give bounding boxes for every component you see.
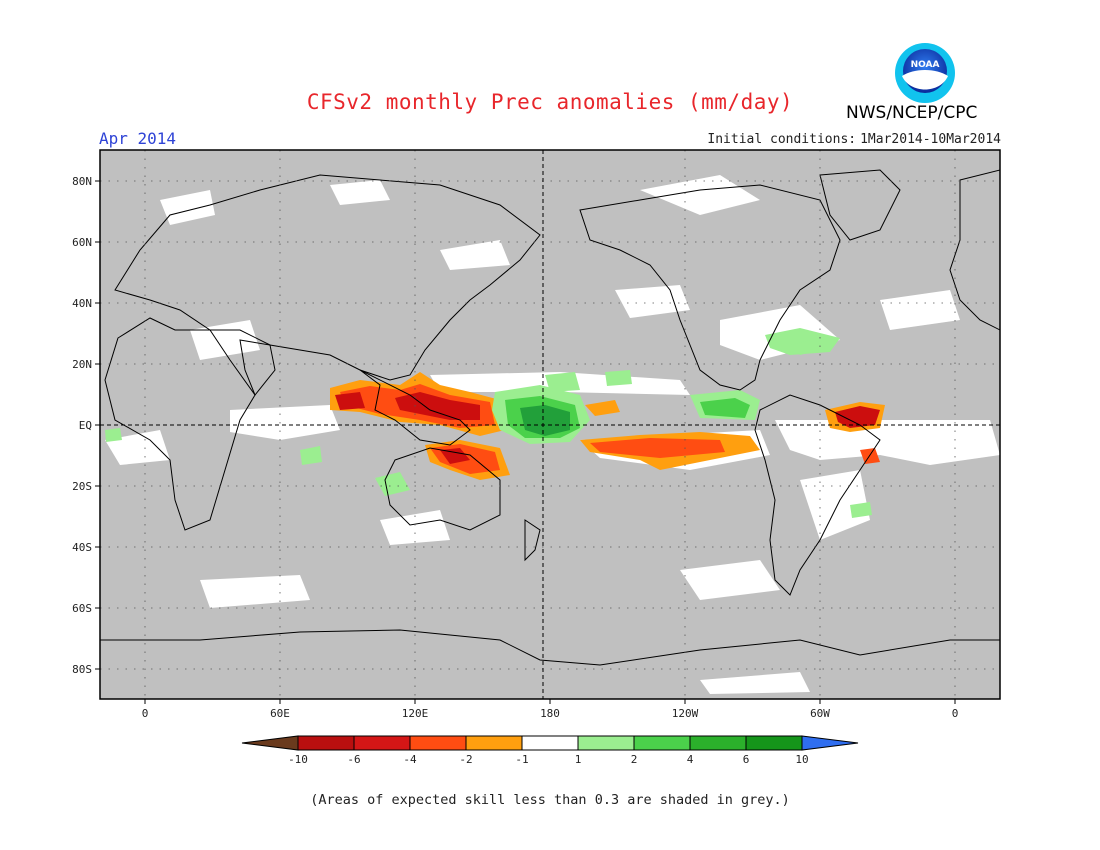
- colorbar-label: 4: [687, 753, 694, 766]
- lat-tick-label: 40N: [72, 297, 92, 310]
- lon-tick-label: 0: [952, 707, 959, 720]
- lat-tick-label: 80N: [72, 175, 92, 188]
- skill-footnote: (Areas of expected skill less than 0.3 a…: [310, 792, 790, 808]
- lat-tick-label: 60N: [72, 236, 92, 249]
- lat-tick-label: 20S: [72, 480, 92, 493]
- antarctica-coast: [100, 629, 1000, 666]
- south-pacific-white: [680, 560, 780, 600]
- colorbar-swatch: [745, 735, 803, 751]
- chart-title: CFSv2 monthly Prec anomalies (mm/day): [306, 90, 794, 114]
- colorbar-swatch: [297, 735, 355, 751]
- agency-label: NWS/NCEP/CPC: [846, 103, 978, 123]
- lon-tick-label: 0: [142, 707, 149, 720]
- colorbar-swatch: [409, 735, 467, 751]
- lon-tick-label: 60W: [810, 707, 830, 720]
- europe-west-coast: [949, 169, 1000, 331]
- india-coast: [239, 339, 276, 396]
- arctic-white-2: [640, 175, 760, 215]
- valid-month: Apr 2014: [99, 129, 177, 148]
- africa-coast: [104, 317, 256, 531]
- tropical-atlantic-white: [775, 420, 1000, 465]
- sa-white: [800, 470, 870, 540]
- colorbar-label: 1: [575, 753, 582, 766]
- longitude-ticks: 0 60E 120E 180 120W 60W 0: [142, 699, 959, 720]
- colorbar-high-extension: [801, 735, 859, 751]
- coastlines: [100, 169, 1000, 666]
- colorbar-label: 10: [795, 753, 808, 766]
- australia-coast: [384, 447, 501, 531]
- indian-ocean-white: [230, 405, 340, 440]
- lat-tick-label: 60S: [72, 602, 92, 615]
- lon-tick-label: 180: [540, 707, 560, 720]
- southern-ocean-white: [200, 575, 310, 608]
- colorbar-swatch: [633, 735, 691, 751]
- lat-tick-label: 40S: [72, 541, 92, 554]
- lat-tick-label: EQ: [79, 419, 92, 432]
- colorbar-swatch: [577, 735, 635, 751]
- aus-white: [380, 510, 450, 545]
- noaa-logo-icon: NOAA: [895, 43, 955, 103]
- north-america-coast: [579, 184, 841, 391]
- colorbar-low-extension: [241, 735, 299, 751]
- colorbar-label: -1: [515, 753, 528, 766]
- colorbar-swatch: [521, 735, 579, 751]
- se-asia-coast: [359, 369, 471, 446]
- south-america-coast: [754, 394, 881, 596]
- near-zero-regions: [105, 175, 1000, 694]
- colorbar-label: 2: [631, 753, 638, 766]
- europe-white: [160, 190, 215, 225]
- colorbar-label: -2: [459, 753, 472, 766]
- colorbar: -10 -6 -4 -2 -1 1 2 4 6 10: [241, 735, 859, 766]
- sa-east-white: [880, 290, 960, 330]
- wet-anomalies: [105, 328, 872, 518]
- latitude-ticks: 80N 60N 40N 20N EQ 20S 40S 60S 80S: [72, 175, 100, 676]
- initial-conditions: Initial conditions: 1Mar2014-10Mar2014: [703, 132, 1001, 147]
- lon-tick-label: 120E: [402, 707, 429, 720]
- lon-tick-label: 60E: [270, 707, 290, 720]
- noaa-logo-text: NOAA: [911, 60, 940, 70]
- lat-tick-label: 20N: [72, 358, 92, 371]
- colorbar-swatch: [465, 735, 523, 751]
- colorbar-label: -6: [347, 753, 360, 766]
- lat-tick-label: 80S: [72, 663, 92, 676]
- colorbar-label: -10: [288, 753, 308, 766]
- colorbar-swatch: [353, 735, 411, 751]
- lon-tick-label: 120W: [672, 707, 699, 720]
- initial-conditions-label: Initial conditions:: [707, 132, 857, 147]
- colorbar-label: 6: [743, 753, 750, 766]
- antarctic-white: [700, 672, 810, 694]
- greenland-coast: [819, 169, 901, 241]
- colorbar-swatch: [689, 735, 747, 751]
- initial-conditions-range: 1Mar2014-10Mar2014: [860, 132, 1001, 147]
- colorbar-label: -4: [403, 753, 417, 766]
- eurasia-coast: [114, 174, 541, 381]
- arctic-white-1: [330, 180, 390, 205]
- asia-north-white: [440, 240, 510, 270]
